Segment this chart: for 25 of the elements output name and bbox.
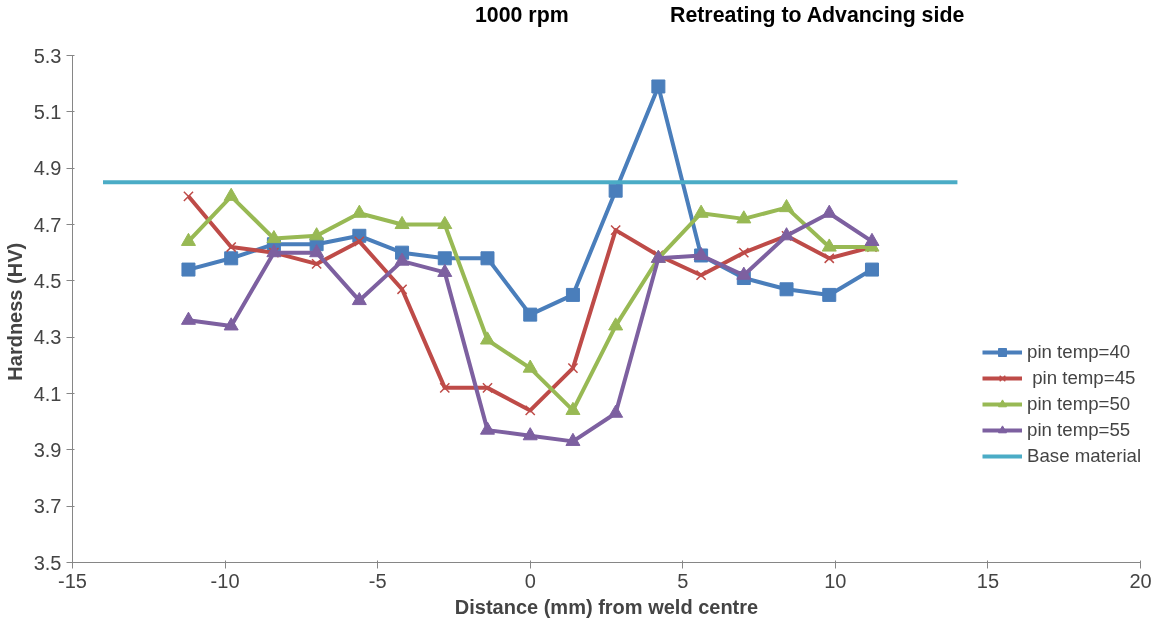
y-tick-label: 3.9 (33, 438, 62, 461)
legend-label: Base material (1027, 445, 1141, 467)
y-tick-label: 4.5 (33, 269, 62, 292)
x-tick-label: 15 (976, 569, 1000, 592)
x-axis-title: Distance (mm) from weld centre (454, 595, 759, 618)
y-tick-label: 4.3 (33, 326, 62, 349)
x-tick-label: 10 (824, 569, 847, 592)
y-tick-label: 5.1 (33, 100, 62, 123)
x-tick-label: -10 (210, 569, 240, 592)
y-tick-label: 4.7 (33, 213, 62, 236)
legend-label: pin temp=55 (1027, 419, 1131, 441)
chart-title: 1000 rpm (475, 2, 569, 29)
legend-label: pin temp=50 (1027, 393, 1131, 415)
y-tick-label: 4.1 (33, 382, 62, 405)
x-tick-label: -5 (368, 569, 387, 592)
chart-subtitle: Retreating to Advancing side (670, 2, 965, 29)
x-tick-label: 5 (677, 569, 689, 592)
x-tick-label: 20 (1129, 569, 1152, 592)
y-tick-label: 3.7 (33, 495, 62, 518)
y-axis-title: Hardness (HV) (3, 242, 26, 381)
legend-label: pin temp=45 (1031, 367, 1136, 389)
x-tick-label: 0 (524, 569, 536, 592)
y-tick-label: 4.9 (33, 157, 62, 180)
legend-label: pin temp=40 (1027, 341, 1131, 363)
y-tick-label: 5.3 (33, 44, 62, 67)
